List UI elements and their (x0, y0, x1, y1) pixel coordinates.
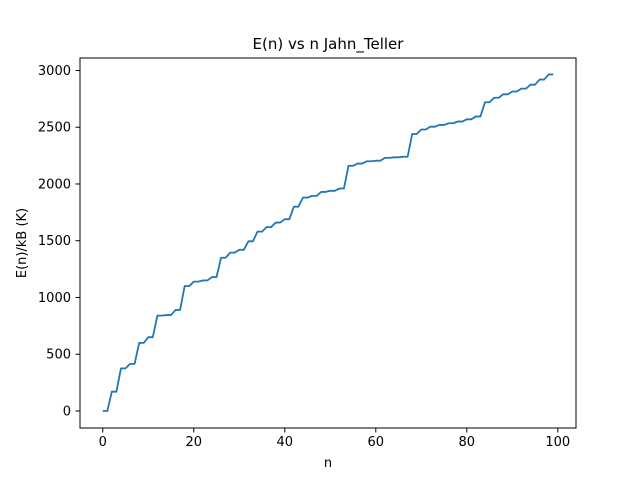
y-tick-label: 500 (46, 348, 71, 363)
x-tick-label: 80 (459, 435, 476, 450)
y-tick-label: 0 (63, 404, 71, 419)
series-line-0 (102, 73, 554, 412)
x-tick-label: 60 (368, 435, 385, 450)
y-tick-label: 2000 (38, 177, 71, 192)
y-tick-label: 2500 (38, 121, 71, 136)
y-axis-label: E(n)/kB (K) (15, 208, 30, 278)
chart-title: E(n) vs n Jahn_Teller (253, 35, 405, 54)
x-axis-label: n (324, 456, 332, 471)
x-tick-label: 100 (545, 435, 570, 450)
plot-area (102, 73, 554, 412)
y-tick-label: 1500 (38, 234, 71, 249)
axes-frame (79, 57, 577, 429)
y-tick-label: 1000 (38, 291, 71, 306)
x-tick-label: 20 (185, 435, 202, 450)
y-tick-label: 3000 (38, 64, 71, 79)
x-tick-label: 0 (99, 435, 107, 450)
x-tick-label: 40 (276, 435, 293, 450)
